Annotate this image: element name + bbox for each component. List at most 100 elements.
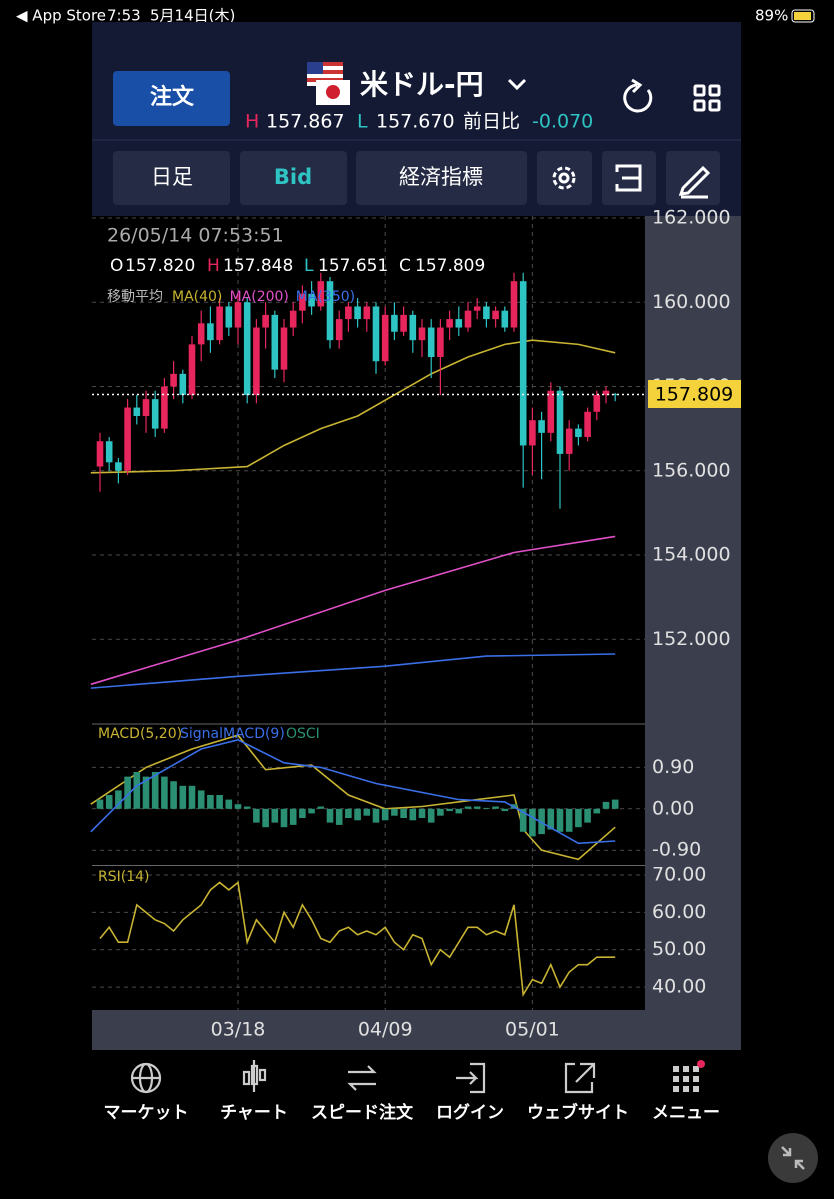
candle-body (105, 441, 113, 463)
candle-body (565, 428, 573, 454)
back-link[interactable]: ◀ App Store (16, 7, 106, 25)
osci-bar (464, 806, 472, 809)
y-tick-label: 0.90 (652, 756, 694, 778)
chart-icon (242, 1060, 267, 1092)
candle-body (464, 310, 472, 328)
panel-title: RSI(14) (98, 869, 149, 885)
candle-body (492, 310, 499, 320)
candle-body (519, 281, 527, 446)
candle-body (391, 314, 398, 332)
osci-bar (418, 808, 426, 818)
period-button[interactable] (113, 151, 230, 205)
gear-icon (552, 166, 576, 190)
refresh-icon[interactable] (623, 83, 653, 113)
indicators-button[interactable] (356, 151, 527, 205)
nav-label[interactable]: ウェブサイト (527, 1102, 629, 1123)
y-tick-label: 0.00 (652, 797, 694, 819)
candle-body (124, 407, 131, 471)
ohlc-label: L (304, 256, 314, 276)
candle-body (262, 314, 269, 328)
osci-bar (161, 776, 168, 809)
y-tick-label: 70.00 (652, 863, 706, 885)
osci-bar (308, 808, 315, 814)
last-price-label: 157.809 (655, 384, 734, 406)
candle-body (427, 327, 435, 358)
osci-bar (437, 808, 444, 816)
y-tick-label: 156.000 (652, 459, 731, 481)
osci-bar (519, 808, 527, 832)
candle-body (289, 310, 297, 328)
side-button[interactable] (240, 151, 347, 205)
website-icon (564, 1062, 596, 1094)
candle-body (216, 306, 223, 341)
candle-body (96, 441, 104, 467)
nav-label[interactable]: チャート (220, 1103, 288, 1123)
nav-label[interactable]: マーケット (104, 1103, 189, 1123)
legend-entry: MA(40) (172, 289, 222, 305)
osci-bar (501, 808, 509, 812)
candle-body (473, 306, 481, 311)
osci-bar (483, 807, 490, 809)
osci-bar (547, 808, 555, 830)
candle-body (529, 420, 536, 446)
osci-bar (409, 808, 417, 821)
candle-body (335, 319, 343, 341)
osci-bar (538, 808, 545, 835)
high-value: 157.867 (266, 111, 345, 133)
collapse-button[interactable] (768, 1133, 818, 1183)
order-button[interactable] (113, 71, 230, 126)
indicator-line (90, 535, 616, 686)
osci-bar (317, 806, 325, 809)
nav-label[interactable]: メニュー (652, 1103, 720, 1123)
legend-entry: MACD(5,20) (98, 726, 182, 742)
osci-bar (427, 808, 435, 823)
indicator-line (90, 653, 616, 689)
osci-bar (179, 785, 187, 809)
refresh-arrow (631, 78, 643, 94)
nav-label[interactable]: ログイン (436, 1102, 504, 1123)
candle-body (446, 319, 453, 328)
osci-bar (124, 776, 131, 809)
candle-body (179, 373, 187, 395)
candle-body (409, 314, 417, 341)
ohlc-value: 157.651 (318, 256, 388, 276)
grid-icon[interactable] (693, 84, 721, 112)
candle-body (575, 428, 582, 438)
legend-entry: MA(200) (230, 289, 289, 305)
battery: 89% (755, 7, 788, 25)
osci-bar (197, 790, 205, 809)
candle-body (437, 327, 444, 358)
candle-body (225, 306, 233, 328)
candle-body (418, 327, 426, 341)
login-icon (456, 1062, 486, 1094)
osci-bar (289, 808, 297, 825)
osci-bar (262, 808, 269, 828)
flags (307, 62, 350, 105)
pair-title[interactable]: 米ドル-円 (360, 68, 484, 101)
candle-body (271, 314, 279, 370)
osci-bar (234, 804, 242, 809)
high-label: H (245, 111, 259, 133)
candle-body (547, 390, 555, 433)
bottom-nav: マーケット チャート スピード注文 ログイン ウェブサイト メニュー (104, 1060, 720, 1123)
y-tick-label: 154.000 (652, 544, 731, 566)
osci-bar (280, 808, 288, 828)
pen-icon (678, 165, 711, 199)
candle-body (556, 390, 564, 454)
osci-bar (105, 795, 113, 809)
candle-body (197, 323, 205, 345)
osci-bar (381, 808, 389, 821)
legend-entry: SignalMACD(9) (180, 726, 285, 742)
osci-bar (556, 808, 564, 832)
candle-body (280, 327, 288, 370)
change-label: 前日比 (463, 111, 520, 133)
candle-body (400, 314, 407, 332)
osci-bar (326, 808, 334, 823)
nav-label[interactable]: スピード注文 (311, 1102, 414, 1123)
chart-area: 162.000160.000158.000156.000154.000152.0… (90, 207, 731, 1041)
chevron[interactable] (507, 78, 527, 91)
candle-body (611, 394, 619, 396)
candle-body (584, 411, 591, 438)
settings-button[interactable] (537, 151, 592, 205)
